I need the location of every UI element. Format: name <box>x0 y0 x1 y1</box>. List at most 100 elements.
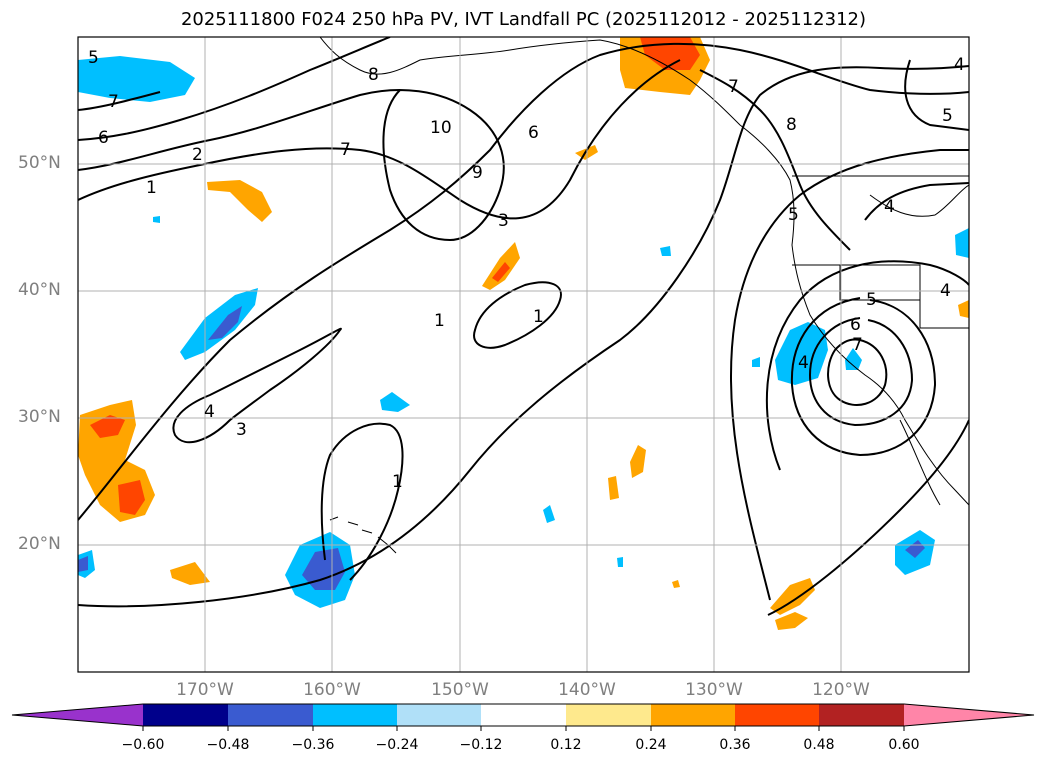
positive-anomaly <box>118 480 145 515</box>
gridlines <box>78 37 969 672</box>
lon-label: 160°W <box>303 680 361 700</box>
positive-anomaly <box>482 242 520 290</box>
contour-label: 8 <box>786 115 797 135</box>
negative-anomaly <box>302 548 345 590</box>
contour-label: 7 <box>728 77 739 97</box>
contour-line <box>78 59 681 220</box>
contour-label: 5 <box>788 205 799 225</box>
contour-label: 2 <box>192 145 203 165</box>
contour-line <box>699 69 851 251</box>
contour-line <box>78 42 969 521</box>
contour-label: 1 <box>392 472 403 492</box>
colorbar-bin <box>397 704 481 726</box>
negative-anomaly <box>617 557 623 567</box>
colorbar-bin <box>228 704 313 726</box>
contour-label: 4 <box>798 353 809 373</box>
contour-label: 1 <box>434 311 445 331</box>
lon-label: 130°W <box>685 680 743 700</box>
contour-line <box>808 317 914 427</box>
lat-label: 20°N <box>18 534 61 554</box>
negative-anomaly <box>180 288 258 360</box>
lon-label: 120°W <box>812 680 870 700</box>
contour-label: 7 <box>852 335 863 355</box>
contour-line <box>904 59 969 131</box>
negative-anomaly <box>775 322 828 385</box>
contour-line <box>729 149 969 601</box>
contour-label: 1 <box>146 178 157 198</box>
positive-anomaly <box>608 476 619 500</box>
colorbar-tick-label: 0.48 <box>803 737 835 753</box>
colorbar-bin <box>313 704 397 726</box>
coastline-baja <box>899 419 941 506</box>
contour-label: 4 <box>884 197 895 217</box>
positive-anomaly <box>775 612 808 630</box>
negative-anomaly <box>153 216 160 223</box>
map-frame <box>77 36 970 673</box>
contour-line <box>320 422 404 581</box>
contour-label: 1 <box>533 307 544 327</box>
negative-anomaly <box>208 306 242 340</box>
colorbar-tick-label: −0.12 <box>459 737 503 753</box>
contour-label: 5 <box>942 106 953 126</box>
positive-anomaly <box>958 300 969 318</box>
colorbar-tick-label: 0.12 <box>550 737 582 753</box>
contour-line <box>78 91 161 111</box>
negative-anomaly <box>955 228 969 258</box>
colorbar-bin <box>481 704 566 726</box>
positive-anomaly <box>492 262 510 282</box>
positive-anomaly <box>672 580 680 588</box>
colorbar-bin <box>651 704 735 726</box>
contour-label: 4 <box>940 281 951 301</box>
positive-anomaly <box>90 415 125 438</box>
coastline-westcoast <box>791 244 969 506</box>
contour-line <box>790 297 937 457</box>
contour-line <box>473 281 562 349</box>
positive-anomaly <box>770 578 815 615</box>
colorbar-tick-label: 0.36 <box>719 737 751 753</box>
lat-label: 40°N <box>18 280 61 300</box>
negative-anomaly <box>380 392 410 412</box>
coastlines <box>319 37 969 554</box>
colorbar-bin <box>566 704 651 726</box>
contour-label: 6 <box>850 315 861 335</box>
positive-anomaly <box>630 445 646 478</box>
contour-label: 6 <box>528 123 539 143</box>
lon-label: 140°W <box>558 680 616 700</box>
coastline-alaska <box>319 37 795 246</box>
colorbar-tick-label: −0.60 <box>121 737 165 753</box>
contour-label: 3 <box>236 420 247 440</box>
colorbar-bin <box>819 704 904 726</box>
negative-anomaly <box>543 505 555 523</box>
state-border <box>792 264 969 329</box>
lat-label: 50°N <box>18 153 61 173</box>
colorbar-extend-high <box>904 704 1034 726</box>
negative-anomaly <box>78 56 195 102</box>
colorbar-tick-label: −0.48 <box>206 737 250 753</box>
contour-label: 7 <box>340 140 351 160</box>
contour-label: 3 <box>498 211 509 231</box>
colorbar-tick-label: −0.36 <box>291 737 335 753</box>
positive-anomaly <box>170 562 210 585</box>
colorbar-tick-label: −0.24 <box>375 737 419 753</box>
contour-label: 10 <box>430 118 452 138</box>
lon-label: 170°W <box>176 680 234 700</box>
pv-contours <box>78 37 969 616</box>
state-border <box>840 264 921 300</box>
colorbar-tick-label: 0.24 <box>635 737 667 753</box>
contour-label: 9 <box>472 163 483 183</box>
lat-label: 30°N <box>18 407 61 427</box>
contour-label: 6 <box>98 128 109 148</box>
contour-label: 8 <box>368 65 379 85</box>
contour-line <box>172 327 342 444</box>
colorbar-tick-label: 0.60 <box>888 737 920 753</box>
contour-label: 4 <box>204 402 215 422</box>
contour-line <box>78 89 505 242</box>
contour-label: 7 <box>108 92 119 112</box>
hawaii-islands <box>329 516 397 554</box>
negative-anomaly <box>752 357 760 367</box>
figure-title: 2025111800 F024 250 hPa PV, IVT Landfall… <box>180 9 867 30</box>
contour-line <box>78 65 969 608</box>
contour-label: 5 <box>866 290 877 310</box>
coastline-canada <box>869 184 969 217</box>
